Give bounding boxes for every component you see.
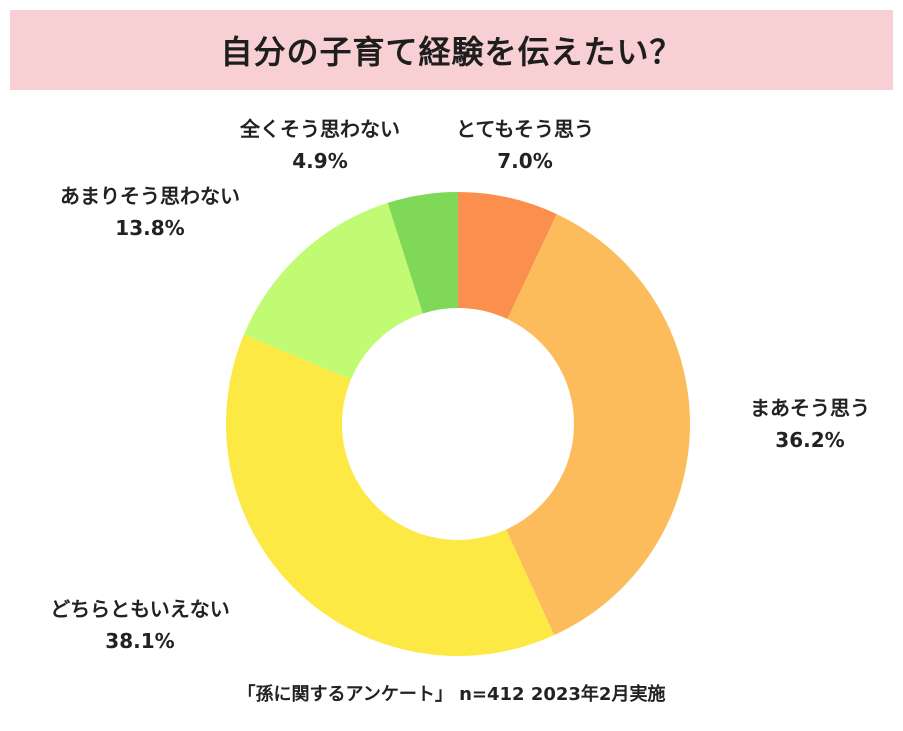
survey-footnote: 「孫に関するアンケート」 n=412 2023年2月実施: [237, 684, 666, 705]
slice-value-text: 13.8%: [115, 216, 185, 240]
slice-label-3: あまりそう思わない 13.8%: [20, 180, 280, 244]
slice-label-text: どちらともいえない: [50, 597, 230, 621]
donut-slice-4: [387, 192, 458, 314]
chart-title: 自分の子育て経験を伝えたい？: [220, 33, 683, 71]
slice-label-1: まあそう思う 36.2%: [730, 392, 890, 456]
donut-slice-3: [243, 202, 423, 380]
title-banner: 自分の子育て経験を伝えたい？: [10, 10, 893, 90]
slice-label-text: あまりそう思わない: [60, 184, 240, 208]
slice-label-2: どちらともいえない 38.1%: [15, 593, 265, 657]
slice-label-text: とてもそう思う: [456, 117, 594, 141]
slice-label-text: まあそう思う: [750, 396, 870, 420]
donut-slice-0: [458, 192, 557, 320]
slice-label-0: とてもそう思う 7.0%: [425, 113, 625, 177]
slice-label-text: 全くそう思わない: [240, 117, 400, 141]
donut-slice-1: [506, 214, 690, 636]
donut-slice-2: [225, 334, 555, 656]
slice-label-4: 全くそう思わない 4.9%: [215, 113, 425, 177]
slice-value-text: 7.0%: [497, 149, 553, 173]
slice-value-text: 38.1%: [105, 629, 175, 653]
slice-value-text: 36.2%: [775, 428, 845, 452]
slice-value-text: 4.9%: [292, 149, 348, 173]
